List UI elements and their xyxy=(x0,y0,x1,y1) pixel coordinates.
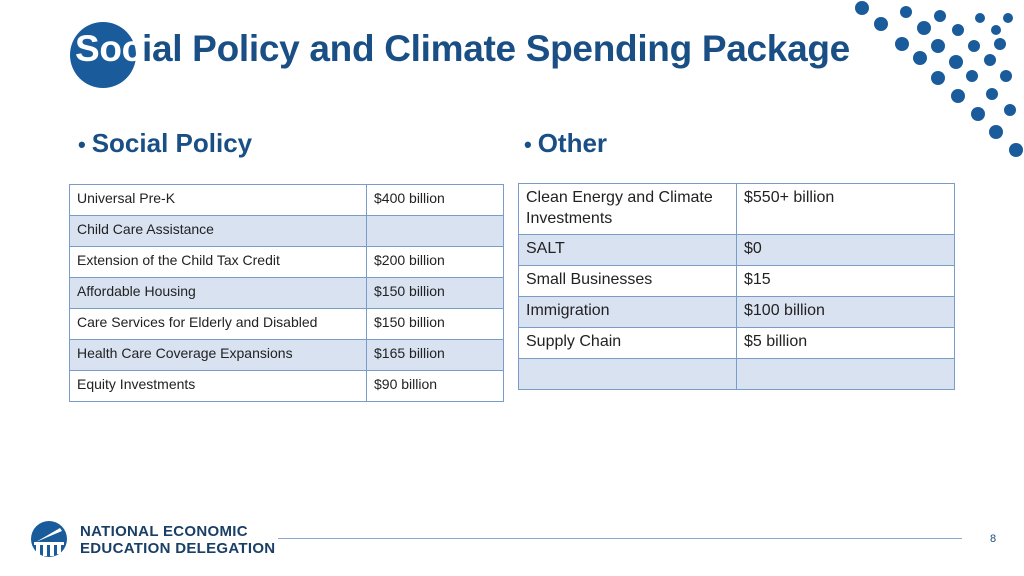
table-row: Care Services for Elderly and Disabled $1… xyxy=(69,308,504,340)
amount-cell: $400 billion xyxy=(366,184,504,216)
other-table: Clean Energy and Climate Investments $550… xyxy=(518,183,955,390)
item-cell: Child Care Assistance xyxy=(69,215,367,247)
amount-cell: $150 billion xyxy=(366,277,504,309)
amount-cell xyxy=(366,215,504,247)
decorative-dots xyxy=(855,1,1023,157)
amount-cell: $5 billion xyxy=(736,326,955,359)
table-row: Supply Chain $5 billion xyxy=(518,326,955,359)
table-row: Affordable Housing $150 billion xyxy=(69,277,504,309)
item-cell: SALT xyxy=(518,233,737,266)
table-row: Immigration $100 billion xyxy=(518,295,955,328)
item-cell: Supply Chain xyxy=(518,326,737,359)
social-policy-heading: • Social Policy xyxy=(78,128,252,159)
table-row: Universal Pre-K $400 billion xyxy=(69,184,504,216)
other-heading-text: Other xyxy=(537,128,608,158)
table-row: Child Care Assistance xyxy=(69,215,504,247)
item-cell: Small Businesses xyxy=(518,264,737,297)
title-rest-text: ial Policy and Climate Spending Package xyxy=(141,28,850,69)
logo-line-1: NATIONAL ECONOMIC xyxy=(80,523,248,540)
table-row: Extension of the Child Tax Credit $200 bi… xyxy=(69,246,504,278)
logo-line-2: EDUCATION DELEGATION xyxy=(80,540,276,557)
title-circle-decoration xyxy=(70,22,136,88)
page-number: 8 xyxy=(990,533,997,545)
item-cell: Equity Investments xyxy=(69,370,367,402)
table-row xyxy=(518,357,955,390)
other-heading: • Other xyxy=(524,128,607,159)
footer-divider xyxy=(278,538,962,539)
page-title: Social Policy and Climate Spending Packa… xyxy=(75,28,850,70)
amount-cell: $100 billion xyxy=(736,295,955,328)
item-cell: Extension of the Child Tax Credit xyxy=(69,246,367,278)
amount-cell: $15 xyxy=(736,264,955,297)
organization-name: NATIONAL ECONOMIC EDUCATION DELEGATION xyxy=(80,523,275,557)
bullet-icon: • xyxy=(524,132,532,157)
amount-cell: $90 billion xyxy=(366,370,504,402)
title-circle-text: Soc xyxy=(75,28,142,69)
item-cell: Affordable Housing xyxy=(69,277,367,309)
item-cell xyxy=(518,357,737,390)
table-row: Health Care Coverage Expansions $165 bill… xyxy=(69,339,504,371)
bullet-icon: • xyxy=(78,132,86,157)
amount-cell: $150 billion xyxy=(366,308,504,340)
table-row: Clean Energy and Climate Investments $550… xyxy=(518,183,955,235)
amount-cell: $200 billion xyxy=(366,246,504,278)
table-row: SALT $0 xyxy=(518,233,955,266)
table-row: Equity Investments $90 billion xyxy=(69,370,504,402)
table-row: Small Businesses $15 xyxy=(518,264,955,297)
item-cell: Health Care Coverage Expansions xyxy=(69,339,367,371)
item-cell: Clean Energy and Climate Investments xyxy=(518,183,737,235)
item-cell: Universal Pre-K xyxy=(69,184,367,216)
nedd-logo-icon xyxy=(31,521,67,557)
amount-cell xyxy=(736,357,955,390)
amount-cell: $550+ billion xyxy=(736,183,955,235)
amount-cell: $165 billion xyxy=(366,339,504,371)
item-cell: Immigration xyxy=(518,295,737,328)
social-policy-heading-text: Social Policy xyxy=(91,128,253,158)
social-policy-table: Universal Pre-K $400 billion Child Care A… xyxy=(69,184,504,402)
amount-cell: $0 xyxy=(736,233,955,266)
item-cell: Care Services for Elderly and Disabled xyxy=(69,308,367,340)
